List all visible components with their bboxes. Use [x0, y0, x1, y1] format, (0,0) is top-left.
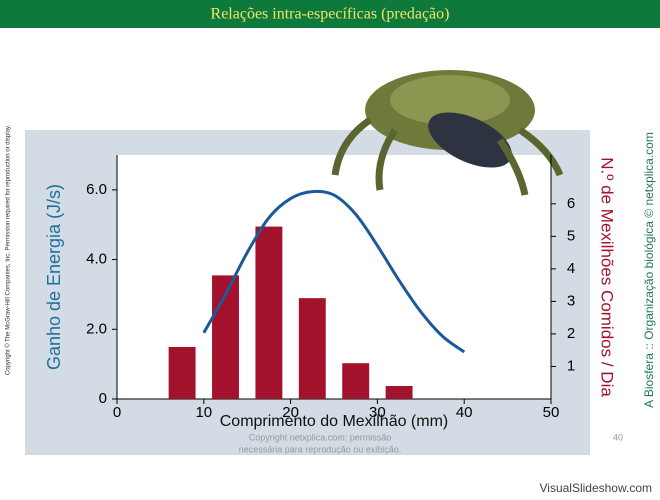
- footer-line: Copyright netxplica.com: permissão: [249, 432, 392, 442]
- y2-tick-label: 1: [567, 357, 575, 374]
- footer-line: necessária para reprodução ou exibição.: [239, 444, 402, 454]
- right-note: A Biosfera :: Organização biológica © ne…: [642, 132, 656, 408]
- y2-tick-label: 6: [567, 195, 575, 212]
- y2-tick-label: 3: [567, 292, 575, 309]
- bar: [168, 346, 196, 399]
- crab: [331, 70, 564, 196]
- y-tick-label: 6.0: [86, 181, 107, 198]
- x-tick-label: 50: [543, 404, 560, 421]
- x-tick-label: 0: [113, 404, 121, 421]
- x-tick-label: 10: [195, 404, 212, 421]
- x-tick-label: 40: [456, 404, 473, 421]
- bar: [385, 385, 413, 399]
- y2-axis-label: N.º de Mexilhões Comidos / Dia: [598, 157, 617, 397]
- bar: [255, 226, 283, 399]
- y-axis-label: Ganho de Energia (J/s): [44, 184, 64, 370]
- header-band: [0, 0, 660, 28]
- left-note: Copyright © The McGraw-Hill Companies, I…: [5, 125, 12, 376]
- y-tick-label: 0: [99, 390, 107, 407]
- y2-tick-label: 5: [567, 227, 575, 244]
- y-tick-label: 4.0: [86, 251, 107, 268]
- x-tick-label: 30: [369, 404, 386, 421]
- watermark: VisualSlideshow.com: [539, 481, 652, 495]
- line: [202, 189, 466, 354]
- y2-tick-label: 2: [567, 325, 575, 342]
- header-title: Relações intra-específicas (predação): [211, 6, 450, 23]
- bar: [342, 363, 370, 399]
- bar: [298, 298, 326, 399]
- page-number: 40: [613, 432, 623, 442]
- y-tick-label: 2.0: [86, 320, 107, 337]
- x-axis-label: Comprimento do Mexilhão (mm): [220, 413, 449, 430]
- y2-tick-label: 4: [567, 260, 575, 277]
- x-tick-label: 20: [282, 404, 299, 421]
